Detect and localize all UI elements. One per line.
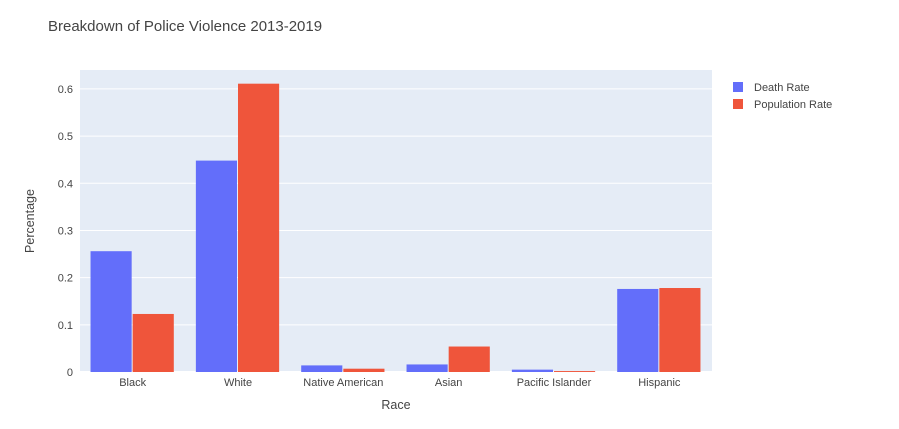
- legend-swatch: [733, 82, 743, 92]
- y-tick-label: 0.2: [58, 273, 73, 285]
- x-tick-label: Pacific Islander: [517, 377, 592, 389]
- bar-population-rate: [554, 371, 596, 372]
- x-tick-label: Asian: [435, 377, 463, 389]
- bar-death-rate: [195, 160, 237, 372]
- x-tick-label: Native American: [303, 377, 383, 389]
- y-tick-label: 0.4: [58, 178, 73, 190]
- x-axis-label: Race: [381, 398, 410, 412]
- y-tick-label: 0: [67, 367, 73, 379]
- bar-death-rate: [617, 288, 659, 372]
- bar-death-rate: [511, 369, 553, 372]
- bar-population-rate: [238, 83, 280, 372]
- gridlines: [80, 88, 712, 373]
- x-tick-label: Hispanic: [638, 377, 681, 389]
- bar-population-rate: [343, 368, 385, 372]
- y-tick-label: 0.1: [58, 320, 73, 332]
- y-tick-label: 0.3: [58, 225, 73, 237]
- y-tick-label: 0.5: [58, 131, 73, 143]
- plot-area: [80, 70, 712, 372]
- bar-death-rate: [301, 365, 343, 372]
- bar-population-rate: [659, 288, 701, 372]
- bar-population-rate: [448, 346, 490, 372]
- legend-label: Death Rate: [754, 82, 810, 94]
- legend-swatch: [733, 99, 743, 109]
- bar-population-rate: [132, 313, 174, 372]
- bar-death-rate: [406, 364, 448, 372]
- y-axis-label: Percentage: [23, 189, 37, 253]
- y-axis-ticks: 0 0.1 0.2 0.3 0.4 0.5 0.6: [58, 84, 73, 379]
- x-axis-ticks: Black White Native American Asian Pacific Is…: [119, 377, 681, 389]
- x-tick-label: White: [224, 377, 252, 389]
- bars: [90, 83, 701, 372]
- legend-label: Population Rate: [754, 99, 832, 111]
- y-tick-label: 0.6: [58, 84, 73, 96]
- legend: Death Rate Population Rate: [733, 82, 832, 111]
- bar-death-rate: [90, 251, 132, 372]
- chart-title: Breakdown of Police Violence 2013-2019: [48, 18, 322, 35]
- x-tick-label: Black: [119, 377, 146, 389]
